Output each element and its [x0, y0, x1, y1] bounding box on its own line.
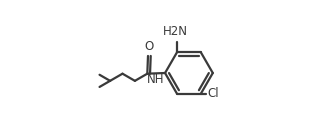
- Text: O: O: [145, 40, 154, 53]
- Text: NH: NH: [147, 73, 164, 86]
- Text: Cl: Cl: [207, 87, 219, 100]
- Text: H2N: H2N: [162, 25, 187, 38]
